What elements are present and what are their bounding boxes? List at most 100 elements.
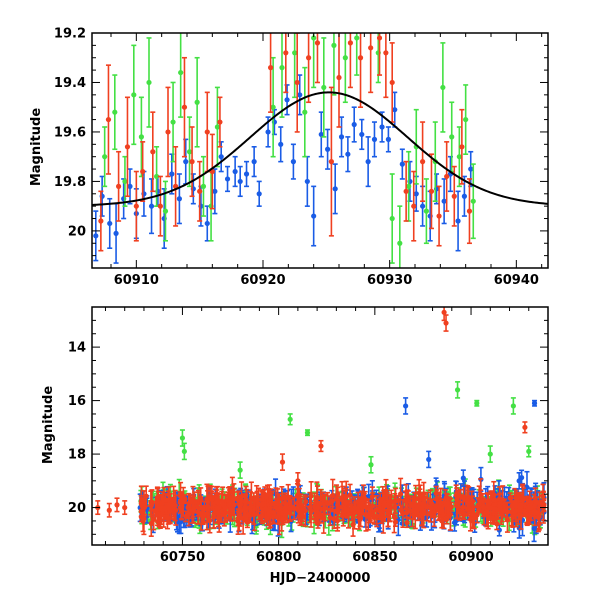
data-point-marker [318,131,324,138]
data-point [371,121,378,158]
data-point-early-marker [114,502,120,508]
data-point [131,44,137,146]
band-point-marker [457,493,464,499]
data-point [268,33,274,113]
data-point-marker [124,144,131,150]
data-point-marker [311,35,317,41]
data-point [392,91,398,128]
data-point-marker [278,141,284,147]
band-point-marker [335,491,341,497]
data-point-marker [456,154,462,160]
data-point-marker [342,55,348,61]
data-point [376,33,383,76]
data-point-marker [321,84,327,91]
band-point-marker [451,519,458,526]
data-point-marker [284,97,290,103]
data-point-marker [423,208,429,214]
data-point [359,118,365,151]
data-point-marker [314,40,321,46]
data-point [140,141,146,203]
data-point-marker [218,154,224,160]
data-point [98,190,104,252]
data-point-marker [413,191,419,197]
data-point-marker [466,208,473,214]
data-point-marker [332,186,338,192]
data-point [150,111,156,193]
data-point-marker [351,121,357,128]
data-point-early-marker [122,504,128,511]
data-point-marker [389,79,395,86]
data-point-marker [279,65,285,71]
data-point-marker [345,151,351,157]
data-point-marker [385,136,391,142]
data-point-marker [455,218,461,224]
x-tick-label: 60920 [240,273,285,288]
data-point [455,190,461,252]
data-point-marker [200,183,207,189]
data-point [318,111,324,158]
data-point [122,155,128,207]
data-point [148,178,155,235]
data-point-marker [357,55,364,61]
data-point-marker [411,203,417,209]
data-point [178,33,184,118]
data-point [181,56,188,158]
x-tick-label: 60940 [494,273,539,288]
data-point-marker [368,45,374,51]
data-point-early [106,502,112,518]
data-point-marker [162,208,169,214]
data-point-marker [403,188,409,194]
data-point [463,84,469,156]
data-point-marker [157,203,163,209]
data-point-marker [112,109,118,115]
data-point [112,74,118,151]
data-point [440,42,446,133]
data-point-marker [451,193,457,199]
band-point [327,509,333,527]
data-point-marker [212,188,218,194]
data-point [278,126,284,163]
x-tick-label: 60910 [114,273,159,288]
data-point [194,56,200,148]
data-point [200,155,207,217]
data-point-marker [148,203,155,209]
data-point [204,205,210,242]
top-panel: 60910 60920 60930 60940 19.2 19.4 19.6 19.8 20 [54,27,549,288]
data-point [444,141,450,212]
data-point-marker [354,35,360,41]
data-point [107,197,113,250]
data-point [173,145,179,227]
data-point-marker [122,178,128,185]
data-point-marker [102,154,108,160]
data-point-marker [420,203,426,209]
data-point [399,148,405,180]
model-curve [92,91,548,206]
data-point-marker [359,131,365,138]
data-point [306,33,312,104]
data-point [283,33,289,94]
data-point [116,150,122,222]
data-point-marker [468,166,474,172]
data-point [157,175,163,237]
data-point-marker [224,176,231,182]
band-point-marker [319,495,326,501]
data-point-marker [116,183,122,189]
data-point [224,165,231,193]
data-point-marker [365,159,371,165]
plot-area [95,307,547,543]
data-point [197,160,203,222]
data-point [302,66,308,158]
data-point [290,143,296,180]
data-point-marker [138,134,144,140]
data-point-marker [311,213,317,219]
data-point-marker [379,124,385,130]
data-point-marker [383,50,389,56]
data-point [251,145,257,178]
band-point-marker [148,520,154,527]
data-point-marker [270,104,276,110]
data-point-marker [178,69,184,76]
data-point-marker [194,99,200,105]
data-point [357,33,364,109]
data-point [328,86,334,237]
